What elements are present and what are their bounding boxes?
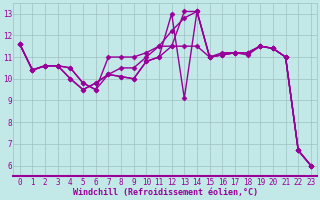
X-axis label: Windchill (Refroidissement éolien,°C): Windchill (Refroidissement éolien,°C) (73, 188, 258, 197)
